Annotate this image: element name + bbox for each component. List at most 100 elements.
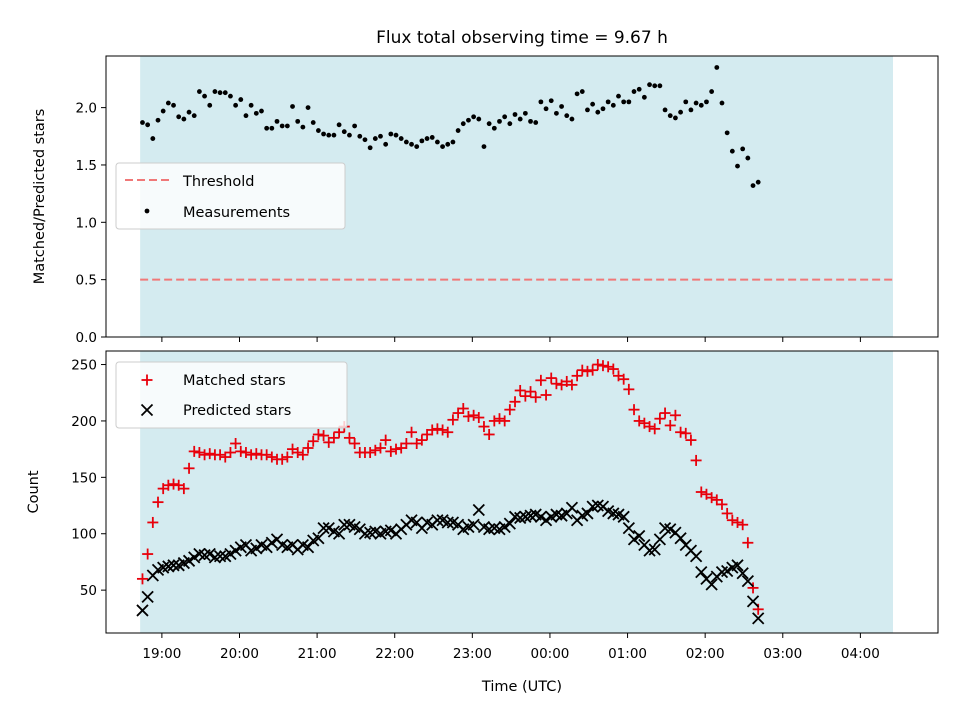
predicted-point (752, 612, 765, 625)
measurement-point (740, 146, 746, 152)
measurement-point (626, 99, 632, 105)
panel-bottom: 50 100 150 200 250 19:00 20:00 21:00 22:00 23:00… (26, 350, 939, 695)
x-axis-top (161, 337, 861, 342)
panel-top: 0.00.51.01.52.0 Matched/Predicted stars … (32, 55, 939, 346)
measurement-point (641, 94, 647, 100)
measurement-point (315, 128, 321, 133)
measurement-point (512, 112, 518, 117)
matched-point (374, 442, 386, 454)
legend-threshold-label: Threshold (182, 174, 254, 190)
matched-point (654, 413, 666, 425)
measurement-point (274, 118, 280, 124)
measurement-point (579, 89, 585, 94)
legend-box-top (115, 162, 346, 230)
predicted-point (503, 517, 516, 530)
matched-point (669, 409, 681, 421)
matched-point (333, 426, 345, 438)
predicted-point (674, 532, 687, 545)
matched-point (390, 443, 402, 455)
measurement-point (140, 120, 145, 125)
predicted-point (301, 541, 315, 554)
matched-point (142, 548, 154, 560)
matched-point (566, 379, 578, 391)
matched-point (297, 449, 309, 461)
y-tick-label: 150 (71, 470, 97, 486)
legend-measurements-label: Measurements (183, 205, 290, 221)
matched-point (214, 449, 226, 461)
measurement-point (667, 113, 673, 119)
measurement-point (585, 107, 590, 113)
legend-measurements-symbol (144, 208, 150, 214)
matched-point (183, 462, 195, 474)
measurement-point (347, 132, 352, 138)
matched-point (514, 384, 526, 396)
predicted-point (736, 567, 749, 580)
legend-predicted-symbol (140, 403, 154, 417)
measurement-point (414, 144, 420, 150)
measurement-point (538, 99, 544, 105)
y-tick-label: 2.0 (76, 101, 97, 117)
matched-point (680, 427, 692, 439)
measurement-point (486, 121, 492, 127)
matched-point (592, 359, 604, 371)
measurement-point (497, 118, 502, 124)
measurement-point (605, 99, 611, 105)
matched-point (597, 360, 609, 372)
predicted-point (581, 507, 594, 520)
measurement-point (729, 148, 735, 154)
matched-point (581, 365, 593, 377)
measurement-point (595, 109, 601, 115)
measurement-point (341, 129, 347, 135)
measurement-point (590, 101, 596, 107)
matched-point (204, 448, 216, 460)
measurement-point (491, 125, 497, 131)
measurement-point (559, 104, 564, 109)
matched-point (499, 415, 511, 427)
y-tick-label: 50 (80, 583, 97, 599)
x-tick-label: 20:00 (220, 646, 259, 662)
predicted-point (653, 533, 667, 546)
x-tick-label: 00:00 (530, 646, 569, 662)
matched-point (747, 582, 759, 594)
measurement-point (191, 113, 197, 119)
x-axis-label: Time (UTC) (481, 679, 562, 695)
measurement-point (171, 102, 176, 108)
measurement-point (724, 130, 730, 136)
measurement-point (388, 131, 394, 137)
measurement-point (683, 99, 689, 105)
measurement-point (688, 107, 694, 113)
predicted-point (746, 595, 760, 608)
measurement-point (662, 107, 668, 113)
measurement-point (212, 89, 218, 94)
measurement-point (186, 109, 192, 115)
predicted-point (648, 543, 661, 556)
measurement-point (145, 122, 151, 128)
measurement-point (217, 90, 223, 96)
matched-stars-series (136, 359, 764, 615)
matched-point (468, 409, 480, 421)
y-axis-label-bottom: Count (26, 470, 42, 513)
predicted-point (467, 518, 480, 531)
measurement-point (466, 117, 471, 123)
matched-point (509, 396, 521, 408)
matched-point (623, 383, 635, 395)
matched-point (695, 486, 707, 498)
matched-point (607, 363, 619, 375)
measurement-point (471, 114, 477, 120)
matched-point (400, 437, 412, 449)
measurement-point (238, 97, 244, 102)
measurement-point (476, 116, 482, 122)
matched-point (550, 378, 562, 390)
matched-point (587, 364, 599, 376)
measurement-point (543, 106, 549, 112)
matched-point (633, 415, 645, 427)
measurement-point (564, 113, 570, 119)
matched-point (571, 370, 583, 382)
measurement-point (704, 99, 709, 105)
measurement-point (528, 118, 533, 124)
measurement-point (367, 145, 373, 151)
matched-point (721, 507, 733, 519)
matched-point (442, 426, 454, 438)
measurement-point (517, 116, 523, 122)
matched-point (742, 537, 754, 549)
